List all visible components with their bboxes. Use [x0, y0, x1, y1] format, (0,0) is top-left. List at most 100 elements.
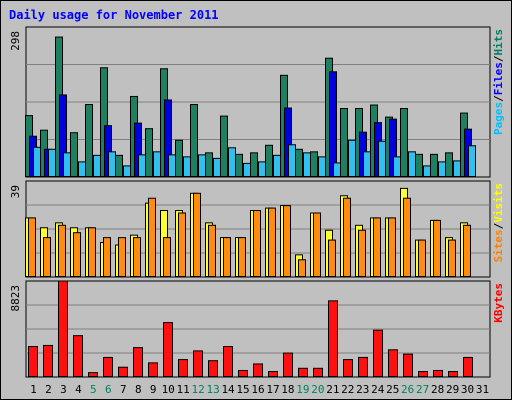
bar-sites [358, 229, 366, 278]
bar-sites [193, 192, 201, 277]
bar-pages [228, 147, 236, 178]
bar-sites [298, 259, 306, 277]
bar-kbytes [328, 300, 338, 377]
bar-sites [103, 237, 111, 278]
x-tick-label: 30 [461, 383, 474, 396]
x-tick-label: 8 [135, 383, 142, 396]
x-tick-label: 9 [150, 383, 157, 396]
bar-pages [423, 165, 431, 178]
legend-hits: Pages/Files/Hits [492, 29, 505, 135]
bar-pages [363, 151, 371, 177]
bar-pages [168, 154, 176, 178]
x-tick-label: 13 [206, 383, 219, 396]
bar-pages [198, 154, 206, 178]
bar-kbytes [388, 349, 398, 378]
x-tick-label: 27 [416, 383, 429, 396]
bar-sites [253, 210, 261, 278]
bar-kbytes [118, 366, 128, 377]
x-tick-label: 12 [192, 383, 205, 396]
x-tick-label: 23 [356, 383, 369, 396]
bar-pages [48, 148, 56, 177]
legend-entry: / [492, 222, 505, 229]
bar-sites [313, 212, 321, 277]
bar-sites [148, 197, 156, 278]
x-tick-label: 29 [446, 383, 459, 396]
bar-sites [418, 239, 426, 277]
bar-sites [388, 217, 396, 278]
bar-hits [445, 152, 453, 178]
bar-hits [85, 104, 93, 177]
x-tick-label: 6 [105, 383, 112, 396]
bar-kbytes [283, 352, 293, 377]
bar-pages [243, 162, 251, 177]
bar-hits [175, 139, 183, 177]
bar-pages [33, 146, 41, 178]
x-tick-label: 26 [401, 383, 414, 396]
bar-hits [70, 132, 78, 177]
bar-kbytes [73, 335, 83, 378]
bar-sites [373, 217, 381, 278]
x-tick-label: 2 [45, 383, 52, 396]
bar-hits [340, 108, 348, 177]
bar-pages [78, 161, 86, 177]
bar-hits [400, 108, 408, 177]
x-tick-label: 17 [266, 383, 279, 396]
bar-kbytes [223, 346, 233, 378]
x-tick-label: 4 [75, 383, 82, 396]
bar-sites [178, 212, 186, 277]
panel-visits: 39 Sites/Visits [9, 180, 505, 278]
bar-sites [133, 237, 141, 278]
bar-kbytes [463, 356, 473, 377]
x-tick-label: 28 [431, 383, 444, 396]
bar-hits [145, 128, 153, 178]
x-tick-label: 20 [311, 383, 324, 396]
x-axis-labels: 1 2 3 4 5 6 7 8 9 10 11 12 13 14 15 16 17 18 19 20 21 22 23 24 2… [30, 383, 489, 396]
x-tick-label: 18 [281, 383, 294, 396]
bar-kbytes [373, 329, 383, 378]
bar-kbytes [433, 369, 443, 378]
bar-pages [348, 139, 356, 177]
bar-hits [115, 154, 123, 177]
x-tick-label: 5 [90, 383, 97, 396]
bar-kbytes [253, 363, 263, 377]
x-tick-label: 7 [120, 383, 127, 396]
bar-kbytes [358, 356, 368, 377]
x-tick-label: 24 [371, 383, 385, 396]
bar-kbytes [313, 367, 323, 377]
legend-kbytes: KBytes [492, 283, 505, 323]
x-tick-label: 25 [386, 383, 399, 396]
bar-pages [453, 160, 461, 178]
bar-hits [220, 115, 228, 177]
bar-kbytes [163, 322, 173, 378]
x-tick-label: 1 [30, 383, 37, 396]
bar-hits [415, 153, 423, 178]
bar-pages [288, 144, 296, 177]
bar-pages [123, 165, 131, 178]
bar-sites [433, 219, 441, 277]
bar-kbytes [28, 346, 38, 378]
series-kbytes [28, 280, 473, 378]
bar-kbytes [103, 356, 113, 377]
x-tick-label: 21 [326, 383, 339, 396]
x-tick-label: 14 [221, 383, 235, 396]
bar-pages [438, 161, 446, 177]
legend-entry: Sites [492, 229, 505, 262]
x-tick-label: 15 [236, 383, 249, 396]
bar-pages [213, 157, 221, 177]
bar-hits [295, 148, 303, 177]
bar-sites [208, 224, 216, 277]
bar-kbytes [298, 367, 308, 377]
bar-sites [28, 217, 36, 278]
bar-sites [58, 224, 66, 277]
bar-pages [393, 156, 401, 177]
bar-sites [343, 197, 351, 278]
bar-pages [108, 151, 116, 177]
series-sites [28, 192, 471, 278]
bar-kbytes [403, 353, 413, 378]
chart-title: Daily usage for November 2011 [9, 8, 219, 22]
bar-sites [283, 205, 291, 277]
bar-pages [318, 156, 326, 177]
bar-sites [73, 232, 81, 277]
bar-sites [268, 207, 276, 277]
